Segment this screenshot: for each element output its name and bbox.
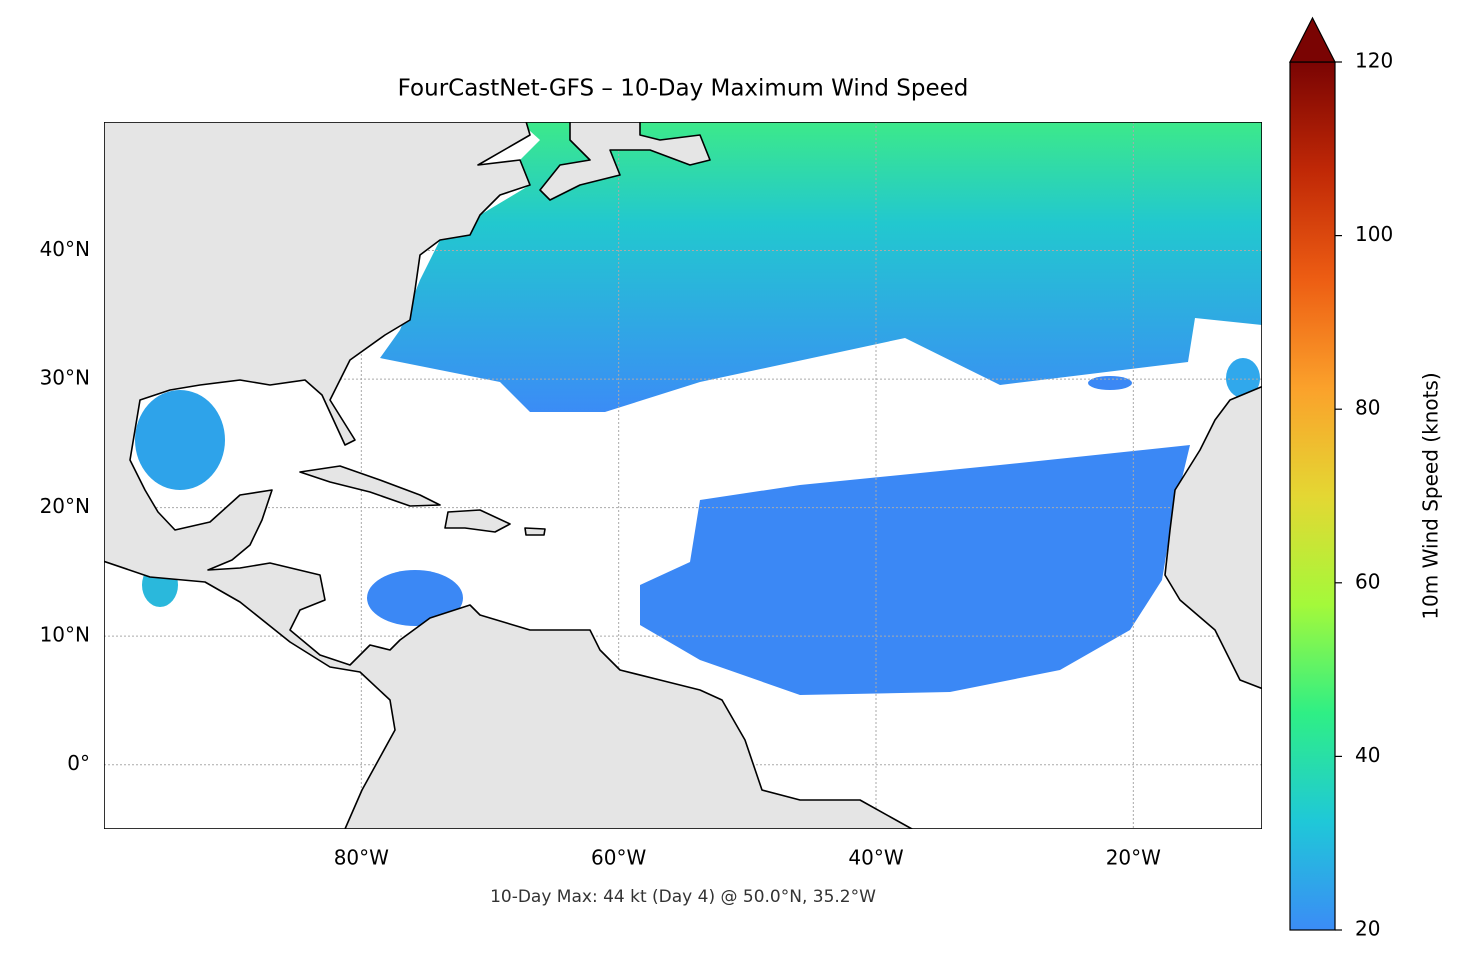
wind-field [1226,358,1260,398]
y-tick-label: 10°N [40,623,90,647]
colorbar-scale [1289,61,1336,931]
land [539,122,711,201]
cuba [299,465,441,507]
x-tick-label: 20°W [1106,846,1161,870]
colorbar-tick-label: 40 [1355,743,1380,767]
colorbar-tick-label: 80 [1355,396,1380,420]
puerto-rico [524,527,546,536]
colorbar-tick-label: 100 [1355,222,1393,246]
chart-title: FourCastNet-GFS – 10-Day Maximum Wind Sp… [398,76,969,102]
x-tick-label: 40°W [848,846,903,870]
colorbar: 20 40 60 80 100 120 10m Wind Speed (knots) [1289,16,1443,941]
wind-field [380,122,1262,412]
hispaniola [444,509,511,533]
land [1164,385,1262,690]
y-tick-label: 40°N [40,237,90,261]
x-tick-label: 80°W [334,846,389,870]
wind-field [135,390,225,490]
y-tick-label: 30°N [40,366,90,390]
annotation: 10-Day Max: 44 kt (Day 4) @ 50.0°N, 35.2… [490,887,876,907]
colorbar-label: 10m Wind Speed (knots) [1419,372,1443,619]
wind-field [367,570,463,626]
colorbar-tick-label: 60 [1355,569,1380,593]
y-tick-label: 20°N [40,494,90,518]
map [104,122,1262,829]
x-tick-label: 60°W [591,846,646,870]
colorbar-extend [1289,16,1336,63]
colorbar-tick-label: 20 [1355,917,1380,941]
y-tick-label: 0° [67,751,90,775]
wind-field [1088,376,1132,390]
land [104,122,913,829]
colorbar-tick-label: 120 [1355,49,1393,73]
